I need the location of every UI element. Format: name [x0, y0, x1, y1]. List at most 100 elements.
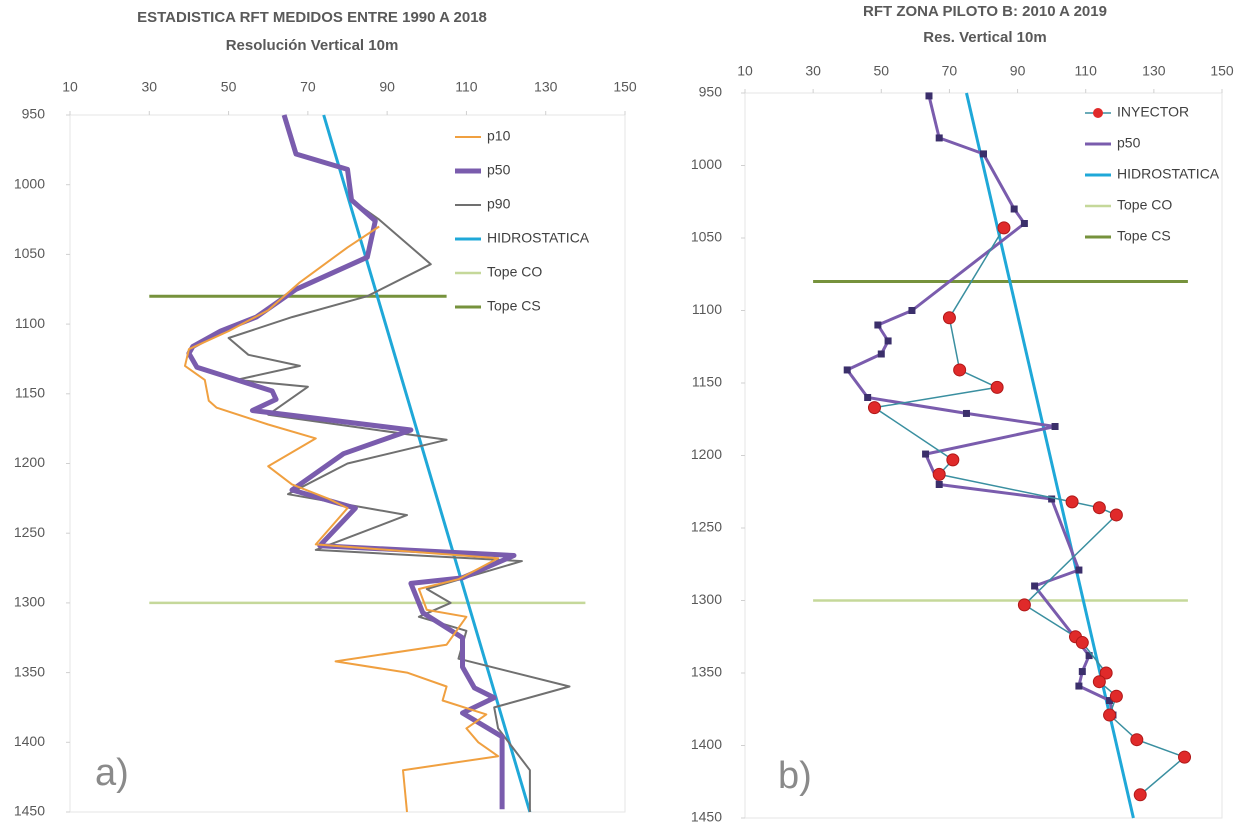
x-tick-label: 90	[1010, 63, 1026, 79]
legend-label: Tope CO	[1117, 197, 1172, 213]
y-tick-label: 1050	[14, 245, 45, 261]
marker	[874, 321, 882, 329]
marker	[1092, 501, 1106, 515]
marker	[1075, 636, 1089, 650]
x-tick-label: 130	[1142, 63, 1166, 79]
y-tick-label: 1450	[691, 809, 722, 825]
legend-label: p10	[487, 128, 511, 144]
y-tick-label: 1400	[691, 736, 722, 752]
marker	[1130, 733, 1144, 747]
series-line	[322, 114, 532, 813]
y-tick-label: 950	[22, 106, 46, 122]
series-line	[873, 227, 1186, 796]
marker	[1109, 508, 1123, 522]
legend-label: Tope CO	[487, 264, 542, 280]
marker	[1075, 566, 1083, 574]
marker	[942, 311, 956, 325]
y-tick-label: 950	[699, 84, 723, 100]
panel-label: b)	[778, 755, 812, 797]
marker	[1075, 682, 1083, 690]
marker	[1092, 675, 1106, 689]
marker	[1078, 668, 1086, 676]
marker	[1085, 652, 1093, 660]
x-tick-label: 110	[455, 79, 478, 95]
chart-subtitle: Resolución Vertical 10m	[226, 37, 399, 54]
marker	[980, 150, 987, 158]
x-tick-label: 10	[62, 79, 78, 95]
marker	[997, 221, 1011, 235]
x-tick-label: 10	[737, 63, 753, 79]
x-tick-label: 50	[221, 79, 237, 95]
legend-label: p50	[487, 162, 511, 178]
x-tick-label: 50	[873, 63, 889, 79]
chart-title: RFT ZONA PILOTO B: 2010 A 2019	[863, 3, 1107, 20]
y-tick-label: 1200	[691, 446, 722, 462]
legend-label: p50	[1117, 135, 1141, 151]
x-tick-label: 150	[1210, 63, 1234, 79]
x-tick-label: 130	[534, 79, 558, 95]
series-line	[227, 114, 571, 812]
y-tick-label: 1250	[14, 524, 45, 540]
y-tick-label: 1000	[14, 175, 45, 191]
x-tick-label: 90	[379, 79, 395, 95]
marker	[884, 337, 892, 345]
x-tick-label: 110	[1075, 63, 1098, 79]
marker	[946, 453, 960, 467]
legend-label: INYECTOR	[1117, 104, 1189, 120]
x-tick-label: 30	[805, 63, 821, 79]
marker	[843, 366, 851, 374]
chart-subtitle: Res. Vertical 10m	[923, 29, 1046, 46]
marker	[990, 380, 1004, 394]
x-tick-label: 70	[942, 63, 958, 79]
marker	[935, 134, 943, 142]
marker	[1099, 666, 1113, 680]
marker	[1178, 750, 1192, 764]
y-tick-label: 1150	[692, 374, 722, 390]
legend-label: Tope CS	[1117, 228, 1171, 244]
y-tick-label: 1300	[14, 594, 45, 610]
y-tick-label: 1200	[14, 454, 45, 470]
series-line	[186, 114, 517, 810]
marker	[1065, 495, 1079, 509]
y-tick-label: 1350	[14, 663, 45, 679]
marker	[1051, 423, 1059, 430]
marker	[877, 350, 885, 358]
marker	[1017, 598, 1031, 612]
marker	[953, 363, 967, 377]
y-tick-label: 1050	[691, 229, 722, 245]
marker	[962, 409, 970, 417]
x-tick-label: 30	[141, 79, 157, 95]
x-tick-label: 70	[300, 79, 316, 95]
y-tick-label: 1100	[15, 315, 45, 331]
marker	[1109, 689, 1123, 703]
y-tick-label: 1150	[15, 385, 45, 401]
legend-label: Tope CS	[487, 298, 541, 314]
marker	[1031, 582, 1039, 590]
legend-label: HIDROSTATICA	[1117, 166, 1220, 182]
marker	[1133, 788, 1147, 802]
marker	[935, 481, 943, 488]
marker	[908, 307, 916, 314]
marker	[922, 450, 930, 458]
marker	[932, 467, 946, 481]
marker	[925, 92, 933, 100]
marker	[867, 401, 881, 415]
legend-label: p90	[487, 196, 511, 212]
marker	[1103, 708, 1117, 722]
series-line	[184, 225, 500, 813]
marker	[1010, 205, 1018, 213]
panel-label: a)	[95, 752, 129, 794]
x-tick-label: 150	[613, 79, 637, 95]
marker	[1106, 697, 1114, 705]
chart-title: ESTADISTICA RFT MEDIDOS ENTRE 1990 A 201…	[137, 9, 487, 26]
y-tick-label: 1000	[691, 156, 722, 172]
y-tick-label: 1100	[692, 301, 722, 317]
marker	[864, 394, 872, 401]
y-tick-label: 1400	[14, 733, 45, 749]
legend-marker	[1093, 108, 1103, 118]
marker	[1048, 495, 1056, 503]
y-tick-label: 1350	[691, 664, 722, 680]
y-tick-label: 1450	[14, 803, 45, 819]
marker	[1020, 220, 1028, 227]
